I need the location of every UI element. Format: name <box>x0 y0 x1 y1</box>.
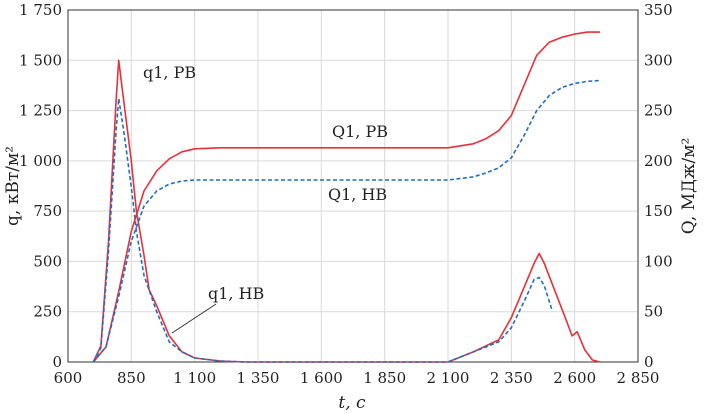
x-tick-label: 600 <box>54 369 83 387</box>
y-right-tick-label: 150 <box>644 202 673 220</box>
y-right-tick-label: 250 <box>644 102 673 120</box>
series-line-1 <box>92 97 553 363</box>
y-left-axis-title: q, кВт/м² <box>3 146 23 226</box>
x-tick-label: 2 350 <box>490 369 533 387</box>
y-right-tick-label: 300 <box>644 51 673 69</box>
series-line-2 <box>92 31 600 363</box>
y-left-tick-label: 500 <box>33 252 62 270</box>
x-tick-label: 2 600 <box>553 369 596 387</box>
x-tick-label: 2 850 <box>617 369 660 387</box>
x-tick-label: 2 100 <box>427 369 470 387</box>
y-right-tick-label: 50 <box>644 303 663 321</box>
x-axis-title: t, с <box>338 393 366 413</box>
x-tick-label: 850 <box>117 369 146 387</box>
series-line-0 <box>92 59 601 363</box>
y-right-tick-label: 100 <box>644 252 673 270</box>
y-right-tick-label: 200 <box>644 152 673 170</box>
tick-labels: 600 850 1 100 1 350 1 600 1 850 2 100 2 350 2 60… <box>19 1 673 387</box>
x-tick-label: 1 350 <box>237 369 280 387</box>
x-tick-label: 1 100 <box>173 369 216 387</box>
y-right-tick-label: 350 <box>644 1 673 19</box>
series-layer <box>92 31 601 363</box>
label-q1-nv: q1, НВ <box>208 284 264 303</box>
series-line-3 <box>92 79 601 363</box>
y-left-tick-label: 1 750 <box>19 1 62 19</box>
y-left-tick-label: 1 000 <box>19 152 62 170</box>
label-Q1-nv: Q1, НВ <box>328 185 387 204</box>
label-q1-rv: q1, РВ <box>143 63 196 82</box>
y-left-tick-label: 0 <box>52 353 62 371</box>
x-tick-label: 1 600 <box>300 369 343 387</box>
y-left-tick-label: 250 <box>33 303 62 321</box>
y-left-tick-label: 1 500 <box>19 51 62 69</box>
y-left-tick-label: 1 250 <box>19 102 62 120</box>
y-right-tick-label: 0 <box>644 353 654 371</box>
leader-line-q1-nv <box>171 303 217 334</box>
y-right-axis-title: Q, МДж/м² <box>679 138 699 235</box>
y-left-tick-label: 750 <box>33 202 62 220</box>
label-Q1-rv: Q1, РВ <box>332 122 388 141</box>
x-tick-label: 1 850 <box>363 369 406 387</box>
